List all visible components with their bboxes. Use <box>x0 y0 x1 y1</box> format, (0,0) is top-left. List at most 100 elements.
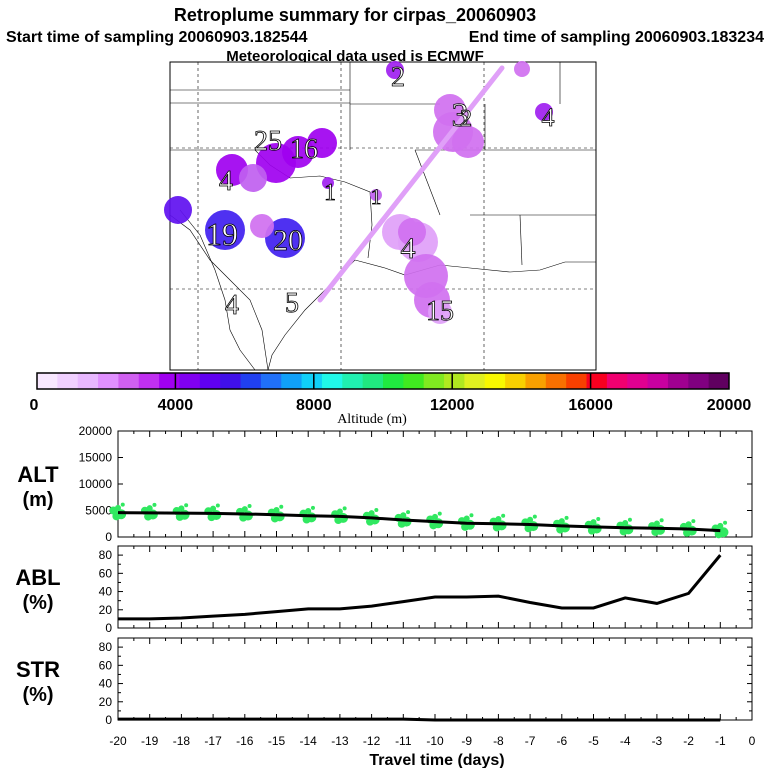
x-tick-label: -20 <box>109 734 127 748</box>
colorbar-cell <box>505 373 526 389</box>
altitude-particle <box>524 524 533 533</box>
colorbar-tick-label: 20000 <box>707 397 752 414</box>
altitude-particle <box>302 515 311 524</box>
plume-centroid <box>164 196 192 224</box>
plume-centroid-layer <box>164 61 553 324</box>
colorbar-cell <box>423 373 445 389</box>
altitude-particle <box>651 527 660 536</box>
altitude-particle <box>400 512 407 519</box>
altitude-particle <box>723 520 728 525</box>
plume-centroid <box>386 61 404 79</box>
colorbar-cell <box>260 373 282 389</box>
colorbar-cell <box>301 373 323 389</box>
map-day-label: 4 <box>225 290 239 321</box>
altitude-particle <box>532 514 537 519</box>
x-tick-label: -5 <box>588 734 599 748</box>
colorbar-cell <box>37 373 58 389</box>
colorbar-tick-label: 16000 <box>568 397 613 414</box>
colorbar-frame <box>36 372 730 390</box>
altitude-particle <box>247 503 252 508</box>
y-tick-label: 40 <box>99 585 113 599</box>
altitude-particle <box>336 508 343 515</box>
x-tick-label: -13 <box>331 734 349 748</box>
altitude-particle <box>558 518 565 525</box>
x-tick-label: -18 <box>173 734 191 748</box>
altitude-particle <box>152 502 157 507</box>
panel-ylabel: STR <box>16 657 60 682</box>
altitude-particle <box>622 519 629 526</box>
figure-title: Retroplume summary for cirpas_20060903 <box>174 5 536 25</box>
plume-centroid <box>370 189 382 201</box>
altitude-particle <box>120 502 125 507</box>
altitude-particle <box>310 505 315 510</box>
panel-str: 80 60 40 20 0 STR(%) <box>16 637 753 727</box>
x-tick-label: -10 <box>426 734 444 748</box>
colorbar-cell <box>688 373 710 389</box>
map-graticule <box>170 62 596 370</box>
altitude-particle <box>207 513 216 522</box>
y-tick-label: 60 <box>99 658 113 672</box>
y-tick-label: 60 <box>99 566 113 580</box>
altitude-particle <box>397 519 406 528</box>
x-tick-label: -16 <box>236 734 254 748</box>
x-tick-label: -12 <box>363 734 381 748</box>
altitude-particle <box>279 504 284 509</box>
map-day-label: 4 <box>401 232 416 265</box>
plume-centroid <box>535 103 553 121</box>
plume-centroid <box>398 218 426 246</box>
altitude-particle <box>587 526 596 535</box>
colorbar-cell <box>118 373 140 389</box>
altitude-particle <box>590 519 597 526</box>
plume-centroid <box>452 126 484 158</box>
altitude-particle <box>273 506 280 513</box>
altitude-particle <box>564 515 569 520</box>
y-tick-label: 5000 <box>85 504 112 518</box>
altitude-particle <box>495 515 502 522</box>
altitude-colorbar: 0 4000 8000 12000 16000 20000 Altitude (m) <box>30 372 752 427</box>
panel-ylabel-unit: (%) <box>22 592 53 614</box>
series-line-alt <box>117 511 721 533</box>
y-tick-label: 10000 <box>79 477 113 491</box>
y-tick-label: 20000 <box>79 424 113 438</box>
plume-centroid <box>250 214 274 238</box>
altitude-particle <box>527 516 534 523</box>
end-time-label: End time of sampling 20060903.183234 <box>469 29 764 46</box>
x-tick-label: -8 <box>493 734 504 748</box>
plume-centroid <box>307 128 337 158</box>
colorbar-cell <box>57 373 79 389</box>
x-tick-label: -9 <box>461 734 472 748</box>
start-time-label: Start time of sampling 20060903.182544 <box>6 29 308 46</box>
colorbar-cell <box>321 373 343 389</box>
y-tick-label: 80 <box>99 640 113 654</box>
x-tick-label: -3 <box>652 734 663 748</box>
altitude-particle <box>659 518 664 523</box>
y-tick-label: 80 <box>99 548 113 562</box>
y-tick-label: 0 <box>105 713 112 727</box>
x-tick-label: -2 <box>683 734 694 748</box>
y-tick-label: 20 <box>99 603 113 617</box>
altitude-particle <box>432 513 438 520</box>
panel-alt: 20000 15000 10000 5000 0 ALT(m) <box>17 424 753 544</box>
altitude-particle <box>146 505 153 512</box>
colorbar-cell <box>627 373 649 389</box>
x-tick-label: -4 <box>620 734 631 748</box>
map-day-label: 16 <box>290 134 318 165</box>
altitude-particle <box>184 503 189 508</box>
colorbar-cell <box>383 373 404 389</box>
altitude-particle <box>368 510 375 517</box>
panel-frame <box>117 637 753 721</box>
altitude-particle <box>469 513 474 518</box>
x-tick-label: -11 <box>395 734 412 748</box>
met-data-label: Meteorological data used is ECMWF <box>226 48 484 65</box>
colorbar-cell <box>444 373 465 389</box>
altitude-particle <box>175 512 184 521</box>
altitude-particle <box>115 504 121 511</box>
altitude-particle <box>492 523 501 532</box>
y-tick-label: 0 <box>105 530 112 544</box>
travel-time-axis: Travel time (days) -20 -19 -18 -17 -16 -15 -14… <box>109 734 755 769</box>
altitude-particle <box>374 507 379 512</box>
panel-abl: 80 60 40 20 0 ABL(%) <box>15 545 753 635</box>
altitude-particle <box>717 522 724 529</box>
altitude-particle <box>334 516 343 525</box>
plume-centroid <box>322 177 334 189</box>
